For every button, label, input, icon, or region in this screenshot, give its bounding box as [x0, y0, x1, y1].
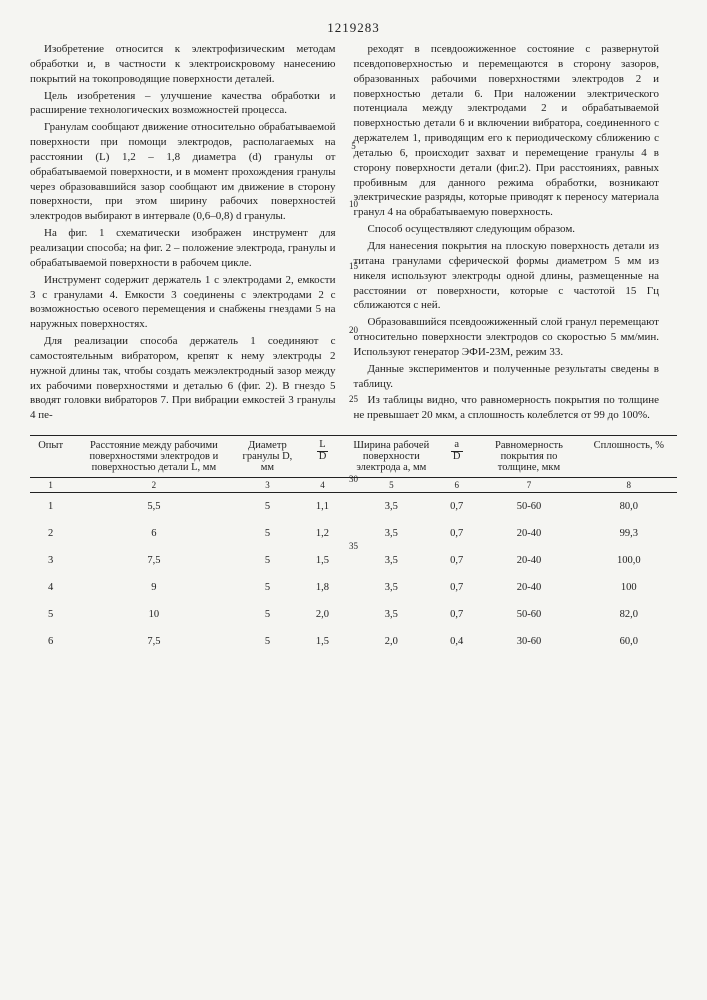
table-cell: 5,5	[71, 493, 236, 521]
table-cell: 60,0	[581, 628, 677, 655]
paragraph: Из таблицы видно, что равномерность покр…	[354, 393, 660, 423]
table-cell: 1,5	[298, 547, 346, 574]
table-cell: 1	[30, 493, 71, 521]
table-cell: 0,7	[436, 520, 477, 547]
table-cell: 1,2	[298, 520, 346, 547]
table-cell: 5	[236, 547, 298, 574]
table-header: Диаметр гранулы D, мм	[236, 436, 298, 478]
table-cell: 0,4	[436, 628, 477, 655]
line-number: 15	[349, 260, 358, 272]
table-cell: 2,0	[347, 628, 436, 655]
table-cell: 30-60	[477, 628, 580, 655]
table-cell: 20-40	[477, 520, 580, 547]
table-cell: 1,5	[298, 628, 346, 655]
table-header: Сплошность, %	[581, 436, 677, 478]
left-column: Изобретение относится к электрофизически…	[30, 42, 336, 425]
line-number: 30	[349, 473, 358, 485]
table-cell: 3,5	[347, 520, 436, 547]
table-cell: 5	[236, 628, 298, 655]
paragraph: Цель изобретения – улучшение качества об…	[30, 89, 336, 119]
table-cell: 7,5	[71, 547, 236, 574]
table-row: 4951,83,50,720-40100	[30, 574, 677, 601]
paragraph: Инструмент содержит держатель 1 с электр…	[30, 273, 336, 332]
paragraph: Гранулам сообщают движение относительно …	[30, 120, 336, 224]
table-cell: 3,5	[347, 601, 436, 628]
table-cell: 1,1	[298, 493, 346, 521]
table-cell: 10	[71, 601, 236, 628]
paragraph: реходят в псевдоожиженное состояние с ра…	[354, 42, 660, 220]
table-cell: 5	[236, 493, 298, 521]
table-cell: 50-60	[477, 601, 580, 628]
line-number: 5	[351, 140, 356, 152]
table-header: aD	[436, 436, 477, 478]
table-row: 15,551,13,50,750-6080,0	[30, 493, 677, 521]
column-number: 6	[436, 478, 477, 493]
table-cell: 99,3	[581, 520, 677, 547]
line-number: 35	[349, 540, 358, 552]
table-header: LD	[298, 436, 346, 478]
paragraph: На фиг. 1 схематически изображен инструм…	[30, 226, 336, 271]
table-cell: 2,0	[298, 601, 346, 628]
table-cell: 2	[30, 520, 71, 547]
column-number: 3	[236, 478, 298, 493]
table-cell: 1,8	[298, 574, 346, 601]
table-cell: 20-40	[477, 547, 580, 574]
table-cell: 3,5	[347, 493, 436, 521]
paragraph: Для реализации способа держатель 1 соеди…	[30, 334, 336, 423]
paragraph: Изобретение относится к электрофизически…	[30, 42, 336, 87]
table-row: 51052,03,50,750-6082,0	[30, 601, 677, 628]
table-cell: 3	[30, 547, 71, 574]
table-cell: 100	[581, 574, 677, 601]
table-header: Равномерность покрытия по толщине, мкм	[477, 436, 580, 478]
column-number: 7	[477, 478, 580, 493]
table-cell: 6	[30, 628, 71, 655]
column-number: 1	[30, 478, 71, 493]
table-cell: 3,5	[347, 574, 436, 601]
paragraph: Данные экспериментов и полученные резуль…	[354, 362, 660, 392]
line-number: 10	[349, 198, 358, 210]
line-number: 20	[349, 324, 358, 336]
table-cell: 0,7	[436, 574, 477, 601]
table-cell: 5	[30, 601, 71, 628]
table-cell: 3,5	[347, 547, 436, 574]
column-number: 2	[71, 478, 236, 493]
table-cell: 5	[236, 574, 298, 601]
column-number: 8	[581, 478, 677, 493]
table-cell: 50-60	[477, 493, 580, 521]
table-cell: 5	[236, 520, 298, 547]
paragraph: Способ осуществляют следующим образом.	[354, 222, 660, 237]
table-header: Ширина рабочей поверхности электрода a, …	[347, 436, 436, 478]
table-cell: 0,7	[436, 547, 477, 574]
document-number: 1219283	[30, 20, 677, 36]
table-cell: 0,7	[436, 493, 477, 521]
paragraph: Для нанесения покрытия на плоскую поверх…	[354, 239, 660, 313]
table-cell: 0,7	[436, 601, 477, 628]
table-header: Опыт	[30, 436, 71, 478]
table-cell: 4	[30, 574, 71, 601]
table-cell: 20-40	[477, 574, 580, 601]
table-cell: 82,0	[581, 601, 677, 628]
table-header: Расстояние между рабочими поверхностями …	[71, 436, 236, 478]
table-cell: 7,5	[71, 628, 236, 655]
table-cell: 5	[236, 601, 298, 628]
column-number: 5	[347, 478, 436, 493]
table-cell: 9	[71, 574, 236, 601]
text-columns: Изобретение относится к электрофизически…	[30, 42, 677, 425]
table-cell: 100,0	[581, 547, 677, 574]
paragraph: Образовавшийся псевдоожиженный слой гран…	[354, 315, 660, 360]
line-number: 25	[349, 393, 358, 405]
table-row: 67,551,52,00,430-6060,0	[30, 628, 677, 655]
right-column: реходят в псевдоожиженное состояние с ра…	[354, 42, 660, 425]
column-number: 4	[298, 478, 346, 493]
table-cell: 80,0	[581, 493, 677, 521]
table-cell: 6	[71, 520, 236, 547]
